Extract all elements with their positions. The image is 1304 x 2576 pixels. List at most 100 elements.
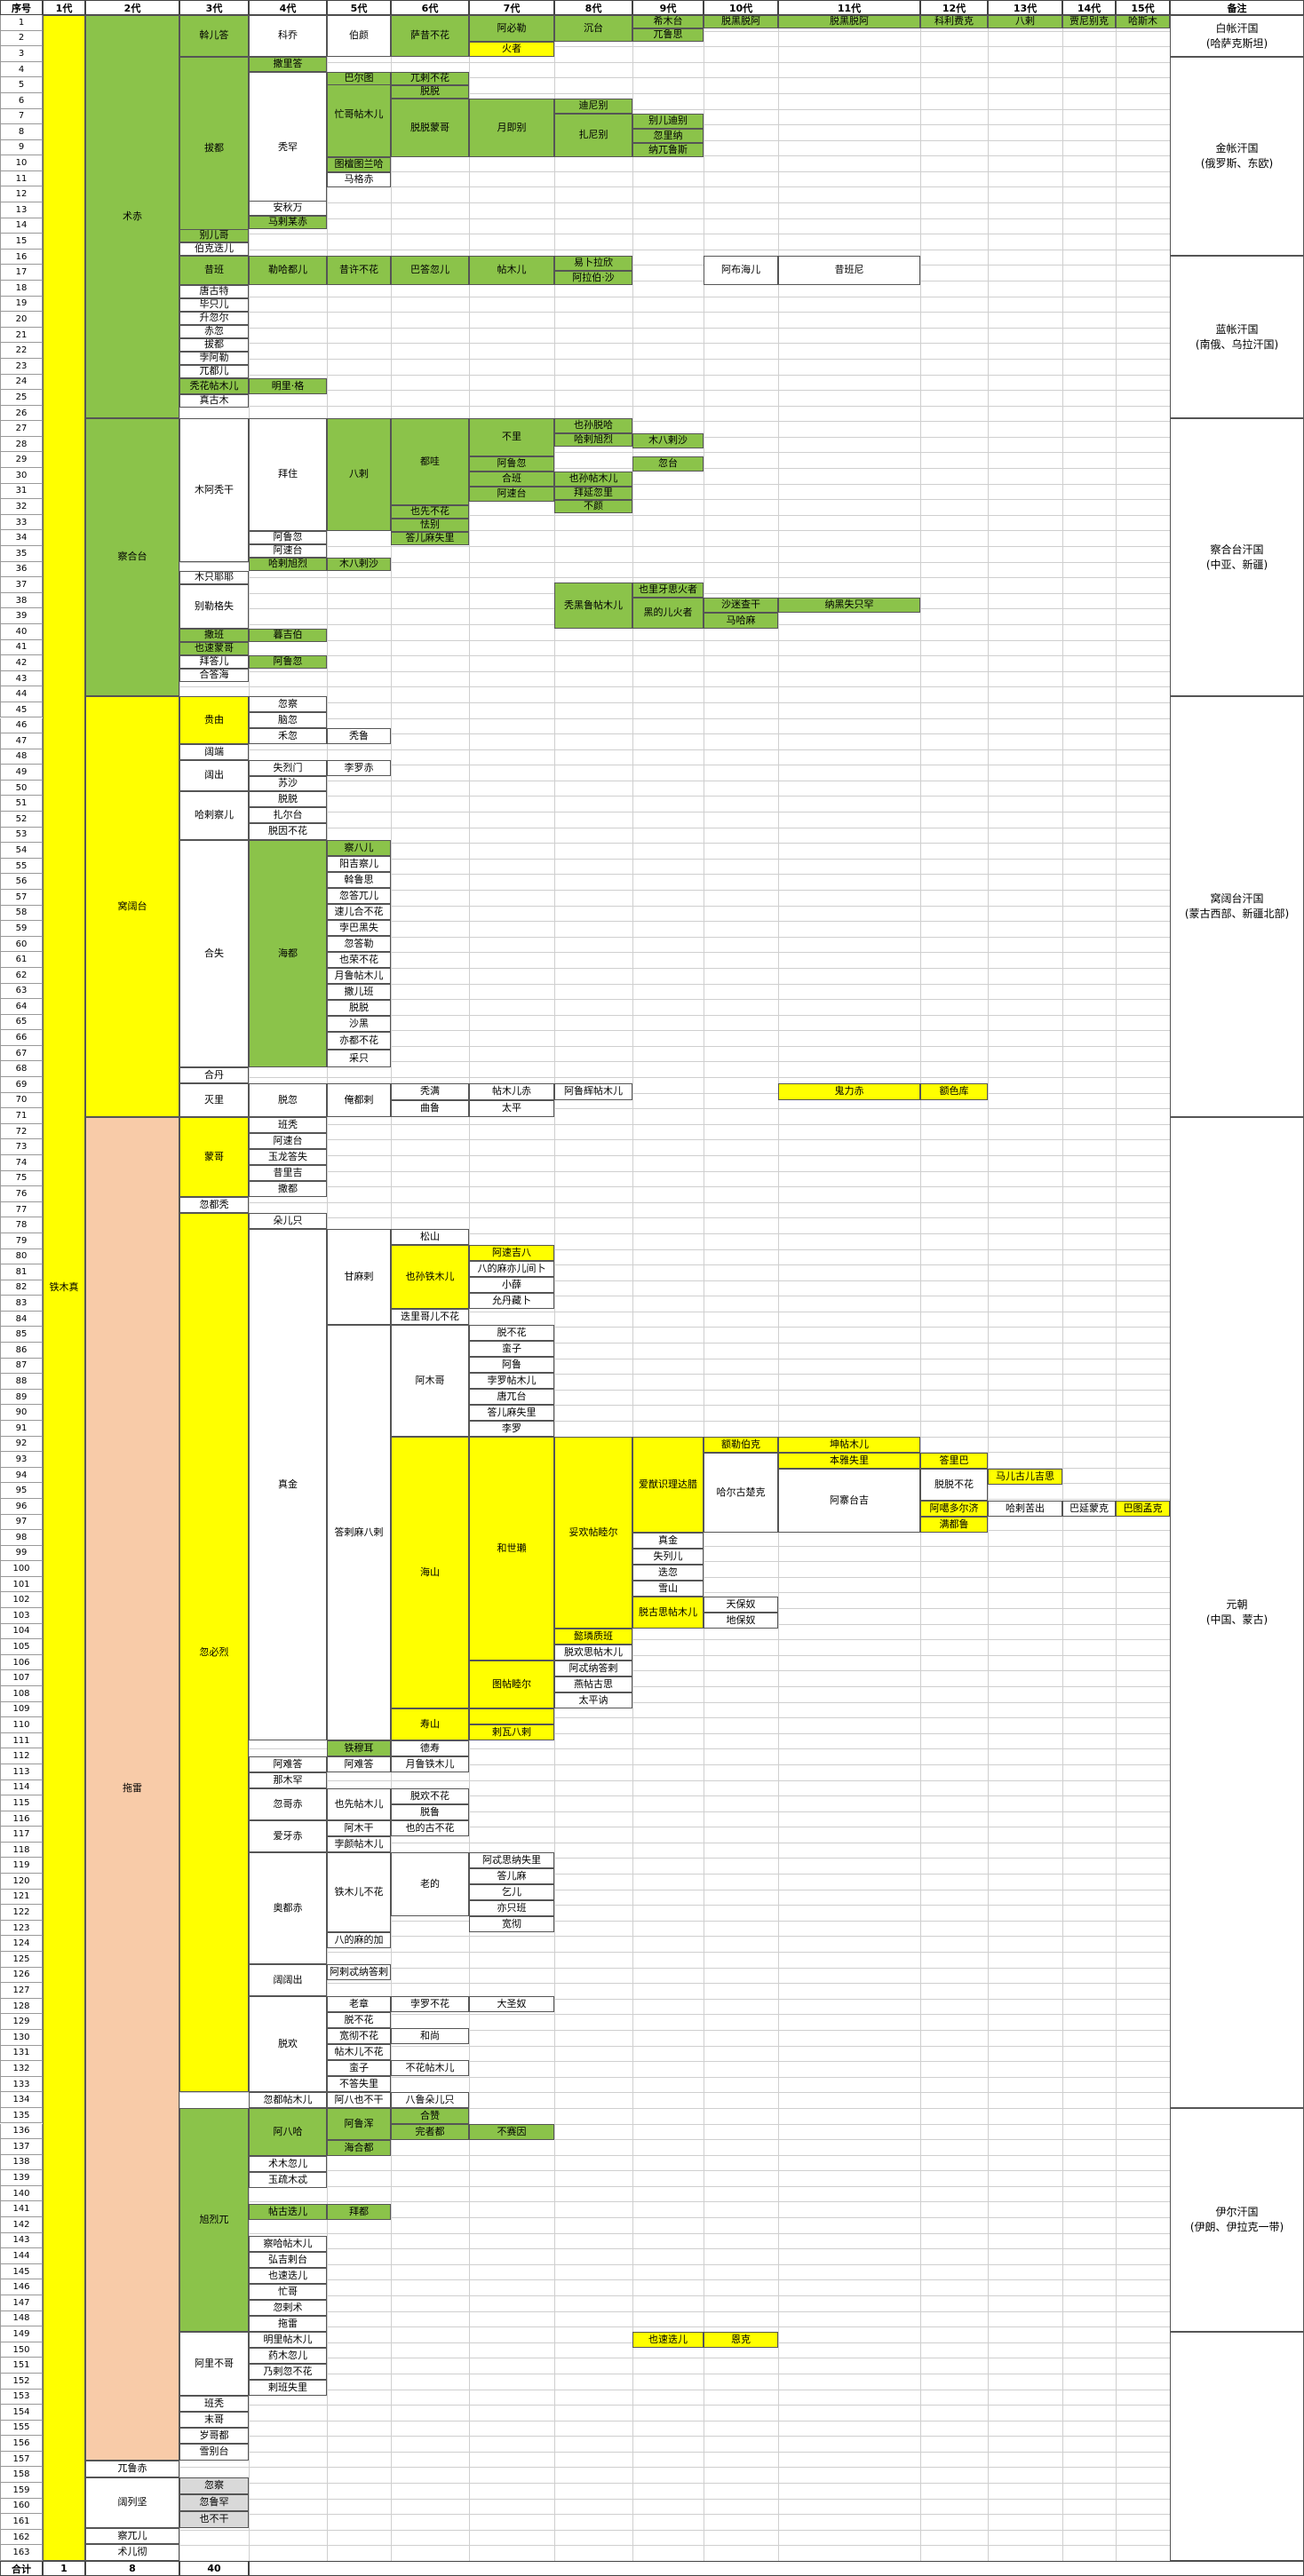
jochi-qulpa: 忽里纳 (632, 129, 704, 143)
header-gen1: 1代 (43, 0, 85, 15)
note-white-horde: 白帐汗国 (哈萨克斯坦) (1170, 15, 1304, 57)
tolui-shiliar: 失列儿 (632, 1549, 704, 1565)
tolui-xiaoxue: 小薛 (469, 1277, 554, 1293)
tolui-dorji: 朵儿只 (249, 1213, 327, 1229)
tolui-laozhang: 老章 (327, 1996, 391, 2012)
grid-line (43, 327, 1170, 329)
hul-yesuder: 也速迭儿 (249, 2268, 327, 2284)
row-number: 90 (0, 1405, 43, 1421)
jochi-shiban-gen3: 昔班 (179, 256, 249, 285)
grid-line (43, 2529, 1170, 2531)
note-chagatai-khanate: 察合台汗国 (中亚、新疆) (1170, 418, 1304, 696)
row-number: 57 (0, 889, 43, 906)
row-number: 103 (0, 1608, 43, 1624)
row-number: 40 (0, 623, 43, 640)
row-number: 106 (0, 1654, 43, 1671)
tolui-el-tegus: 燕帖古思 (554, 1676, 632, 1692)
tolui-heshang: 和尚 (391, 2028, 469, 2044)
ari-enke: 恩克 (704, 2332, 778, 2348)
grid-line (43, 983, 1170, 985)
row-number: 51 (0, 796, 43, 812)
chag-tughlugh-timur: 秃黑鲁帖木儿 (554, 583, 632, 629)
grid-line (43, 2405, 1170, 2406)
oge-qaidu: 海都 (249, 840, 327, 1067)
row-number: 71 (0, 1108, 43, 1124)
ari-labanshiri: 剌班失里 (249, 2380, 327, 2396)
kolgen-hulughan: 忽鲁罕 (179, 2494, 249, 2511)
grid-line (43, 2185, 1170, 2187)
tolui-konchek: 宽彻 (469, 1916, 554, 1932)
chag-buyan: 不颜 (554, 500, 632, 513)
tolui-songshan: 松山 (391, 1229, 469, 1245)
grid-line (43, 374, 1170, 376)
gen2-jochi: 术赤 (85, 15, 179, 418)
tolui-deshou: 德寿 (391, 1740, 469, 1756)
tolui-irinchinbal: 懿璘质班 (554, 1629, 632, 1645)
chag-esen-buqa: 也先不花 (391, 505, 469, 519)
tolui-nomukhan: 那木罕 (249, 1772, 327, 1788)
tolui-ariq-boke: 阿里不哥 (179, 2332, 249, 2396)
chag-muhammad-sarban: 暮吉伯 (249, 629, 327, 642)
grid-line (43, 1717, 1170, 1719)
row-number: 124 (0, 1936, 43, 1953)
tolui-harguchuk: 哈尔古楚克 (704, 1453, 778, 1533)
gen1-root: 铁木真 (43, 15, 85, 2561)
row-number: 77 (0, 1201, 43, 1218)
row-number: 108 (0, 1686, 43, 1702)
grid-line (43, 2498, 1170, 2500)
row-number: 81 (0, 1264, 43, 1280)
tolui-kublai: 忽必烈 (179, 1213, 249, 2092)
grid-line (43, 874, 1170, 876)
grid-line (43, 186, 1170, 188)
tolui-qier: 乞儿 (469, 1884, 554, 1900)
row-number: 143 (0, 2232, 43, 2249)
row-number: 158 (0, 2467, 43, 2484)
row-number: 26 (0, 405, 43, 422)
row-number: 154 (0, 2405, 43, 2421)
row-number: 73 (0, 1139, 43, 1155)
jochi-batu-gen3: 拔都 (179, 57, 249, 241)
tolui-ragibagh: 阿速吉八 (469, 1245, 554, 1261)
row-number: 7 (0, 108, 43, 125)
grid-line (43, 1014, 1170, 1016)
chag-mubarak-shah: 木八剌沙 (632, 433, 704, 448)
row-number: 48 (0, 749, 43, 765)
footer-gen1: 1 (43, 2561, 85, 2576)
footer-gen3: 40 (179, 2561, 249, 2576)
jochi-row1-gen10: 脱黑脱阿 (704, 15, 778, 28)
row-number: 93 (0, 1452, 43, 1468)
row-number: 45 (0, 701, 43, 718)
jochi-tuqa-child: 明里·格 (249, 378, 327, 394)
grid-line (43, 686, 1170, 688)
jochi-shiban-gen8a: 易卜拉欣 (554, 256, 632, 271)
row-number: 20 (0, 312, 43, 328)
grid-line (43, 577, 1170, 579)
row-number: 31 (0, 483, 43, 500)
row-number: 5 (0, 77, 43, 93)
jochi-bo-al: 毕只儿 (179, 298, 249, 312)
tolui-kammala: 甘麻剌 (327, 1229, 391, 1325)
oge-toqto: 脱脱 (249, 791, 327, 807)
row-number: 53 (0, 827, 43, 844)
row-number: 162 (0, 2529, 43, 2546)
tolui-toghon-buqa: 脱欢不花 (391, 1788, 469, 1804)
chag-naqsh-i-jahan: 纳黑失只罕 (778, 598, 920, 613)
jochi-tode-mongke: 脱脱蒙哥 (391, 99, 469, 157)
tolui-misc-1: 阿速台 (249, 1133, 327, 1149)
oge-jaltai: 扎尔台 (249, 807, 327, 823)
tolui-darma-7: 答儿麻 (469, 1868, 554, 1884)
row-number: 12 (0, 186, 43, 203)
oge-naqu: 脑忽 (249, 712, 327, 728)
grid-line (43, 905, 1170, 907)
grid-line (43, 1170, 1170, 1172)
oge-ergeku: 额色库 (920, 1083, 988, 1100)
tolui-tangut: 唐兀台 (469, 1389, 554, 1405)
tolui-misc-2: 玉龙答失 (249, 1149, 327, 1165)
row-number: 1 (0, 15, 43, 31)
row-number: 88 (0, 1374, 43, 1390)
chag-mochi-yebe: 木只耶耶 (179, 571, 249, 584)
hul-baidu: 拜都 (327, 2204, 391, 2220)
gen2-kolgen: 阔列坚 (85, 2477, 179, 2528)
oge-shah: 沙黑 (327, 1016, 391, 1032)
ari-melik-timur: 明里帖木儿 (249, 2332, 327, 2348)
